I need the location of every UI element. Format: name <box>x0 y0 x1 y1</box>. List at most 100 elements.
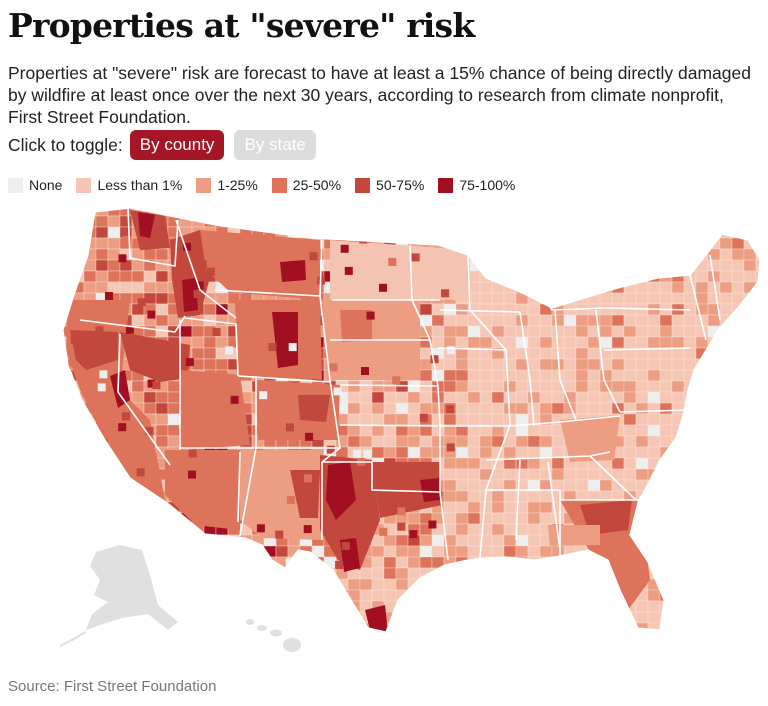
county-cell <box>623 325 637 338</box>
county-cell <box>563 215 577 228</box>
county-cell <box>371 534 385 547</box>
county-cell <box>63 479 73 492</box>
county-cell <box>659 248 673 261</box>
county-cell <box>215 578 229 591</box>
county-cell <box>203 622 217 632</box>
county-cell <box>611 380 625 393</box>
county-cell <box>443 325 457 338</box>
page-subtitle: Properties at "severe" risk are forecast… <box>8 63 751 127</box>
county-cell <box>312 634 324 645</box>
county-cell <box>731 523 745 536</box>
county-cell <box>563 600 577 613</box>
by-state-button[interactable]: By state <box>234 130 316 160</box>
county-cell <box>755 512 760 525</box>
county-cell <box>575 380 589 393</box>
county-cell <box>287 600 301 613</box>
county-cell <box>599 369 613 382</box>
county-cell <box>683 490 697 503</box>
county-cell <box>347 578 361 591</box>
county-cell <box>491 259 505 272</box>
county-highlight <box>283 584 292 593</box>
county-cell <box>71 226 85 239</box>
county-cell <box>719 490 733 503</box>
county-cell <box>131 534 145 547</box>
county-cell <box>119 512 133 525</box>
by-county-button[interactable]: By county <box>129 130 225 160</box>
county-cell <box>755 303 760 316</box>
county-cell <box>743 314 757 327</box>
county-cell <box>479 446 493 459</box>
county-cell <box>719 534 733 547</box>
county-cell <box>155 545 169 558</box>
county-cell <box>563 567 577 580</box>
county-cell <box>251 600 265 613</box>
county-cell <box>455 314 469 327</box>
county-cell <box>275 567 289 580</box>
county-cell <box>215 314 229 327</box>
county-cell <box>707 523 721 536</box>
county-cell <box>527 325 541 338</box>
county-cell <box>155 270 169 283</box>
county-cell <box>527 446 541 459</box>
county-cell <box>107 215 121 228</box>
county-cell <box>743 358 757 371</box>
county-cell <box>311 600 325 613</box>
county-cell <box>551 600 565 613</box>
county-cell <box>467 380 481 393</box>
county-cell <box>539 281 553 294</box>
county-cell <box>527 303 541 316</box>
county-cell <box>527 435 541 448</box>
county-cell <box>443 391 457 404</box>
county-cell <box>95 237 109 250</box>
county-cell <box>155 281 169 294</box>
county-cell <box>743 611 757 624</box>
county-cell <box>263 556 277 569</box>
county-cell <box>731 208 745 217</box>
county-cell <box>323 600 337 613</box>
county-cell <box>599 589 613 602</box>
county-cell <box>71 208 85 217</box>
county-cell <box>659 336 673 349</box>
county-cell <box>468 634 480 645</box>
county-cell <box>503 589 517 602</box>
county-cell <box>635 446 649 459</box>
county-cell <box>467 226 481 239</box>
county-cell <box>731 380 745 393</box>
county-cell <box>227 215 241 228</box>
county-cell <box>491 237 505 250</box>
county-cell <box>647 468 661 481</box>
county-highlight <box>97 383 106 392</box>
county-cell <box>587 380 601 393</box>
county-cell <box>443 369 457 382</box>
county-cell <box>563 259 577 272</box>
county-cell <box>743 446 757 459</box>
us-county-map[interactable] <box>0 200 768 670</box>
county-cell <box>503 369 517 382</box>
county-cell <box>695 281 709 294</box>
county-cell <box>299 600 313 613</box>
county-cell <box>743 545 757 558</box>
county-cell <box>455 512 469 525</box>
county-cell <box>755 457 760 470</box>
county-cell <box>719 611 733 624</box>
county-cell <box>83 270 97 283</box>
county-cell <box>731 259 745 272</box>
county-cell <box>659 208 673 217</box>
county-cell <box>671 611 685 624</box>
county-highlight <box>341 541 350 550</box>
region-texas-core <box>326 462 356 520</box>
county-cell <box>671 226 685 239</box>
county-cell <box>743 501 757 514</box>
county-cell <box>683 336 697 349</box>
county-cell <box>527 567 541 580</box>
county-cell <box>431 611 445 624</box>
county-cell <box>299 611 313 624</box>
county-cell <box>167 512 181 525</box>
county-cell <box>83 545 97 558</box>
region-wyoming-core <box>272 312 298 368</box>
county-cell <box>71 578 85 591</box>
county-cell <box>683 567 697 580</box>
county-cell <box>503 611 517 624</box>
county-cell <box>383 534 397 547</box>
county-cell <box>455 578 469 591</box>
